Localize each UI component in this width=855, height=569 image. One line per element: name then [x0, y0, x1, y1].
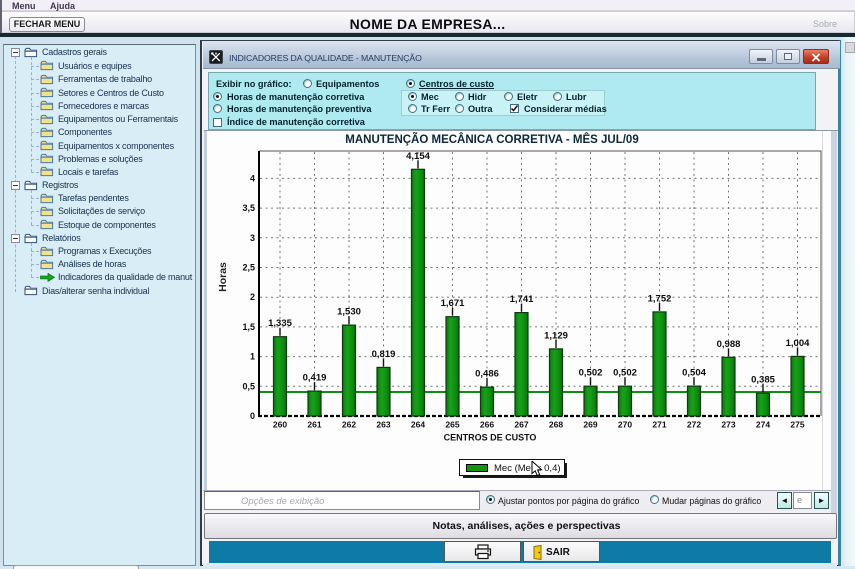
svg-text:1,752: 1,752	[648, 293, 672, 304]
svg-text:270: 270	[618, 420, 632, 430]
svg-text:3: 3	[250, 233, 255, 243]
svg-text:CENTROS DE CUSTO: CENTROS DE CUSTO	[444, 433, 537, 443]
svg-text:268: 268	[549, 420, 563, 430]
svg-text:MANUTENÇÃO MECÂNICA CORRETIVA: MANUTENÇÃO MECÂNICA CORRETIVA - MÊS JUL/…	[345, 133, 638, 146]
svg-text:1,530: 1,530	[337, 307, 361, 318]
svg-text:4,154: 4,154	[406, 151, 430, 162]
svg-text:1,129: 1,129	[544, 330, 568, 341]
svg-text:264: 264	[411, 420, 425, 430]
svg-text:0,486: 0,486	[475, 369, 499, 380]
svg-text:0,504: 0,504	[682, 368, 706, 379]
svg-text:1,335: 1,335	[268, 318, 292, 329]
svg-text:1: 1	[250, 352, 255, 362]
svg-text:266: 266	[480, 420, 494, 430]
svg-text:0,385: 0,385	[751, 375, 775, 386]
svg-text:0,819: 0,819	[372, 349, 396, 360]
svg-text:0,419: 0,419	[303, 373, 327, 384]
svg-text:269: 269	[583, 420, 597, 430]
svg-text:0,502: 0,502	[613, 368, 637, 379]
svg-text:265: 265	[445, 420, 459, 430]
svg-text:263: 263	[376, 420, 390, 430]
svg-text:271: 271	[652, 420, 666, 430]
svg-text:267: 267	[514, 420, 528, 430]
svg-text:1,004: 1,004	[786, 338, 810, 349]
svg-text:272: 272	[687, 420, 701, 430]
svg-text:4: 4	[250, 173, 255, 183]
svg-text:262: 262	[342, 420, 356, 430]
svg-text:2: 2	[250, 292, 255, 302]
svg-text:273: 273	[721, 420, 735, 430]
svg-text:3,5: 3,5	[242, 203, 255, 213]
svg-text:261: 261	[307, 420, 321, 430]
svg-text:2,5: 2,5	[242, 263, 255, 273]
svg-text:0: 0	[250, 411, 255, 421]
svg-text:0,988: 0,988	[717, 339, 741, 350]
svg-text:260: 260	[273, 420, 287, 430]
svg-text:1,741: 1,741	[510, 294, 534, 305]
svg-text:0,5: 0,5	[242, 381, 255, 391]
svg-text:0,502: 0,502	[579, 368, 603, 379]
svg-text:275: 275	[790, 420, 804, 430]
svg-text:1,671: 1,671	[441, 298, 465, 309]
svg-text:Horas: Horas	[217, 262, 229, 292]
svg-text:274: 274	[756, 420, 770, 430]
svg-text:1,5: 1,5	[242, 322, 255, 332]
